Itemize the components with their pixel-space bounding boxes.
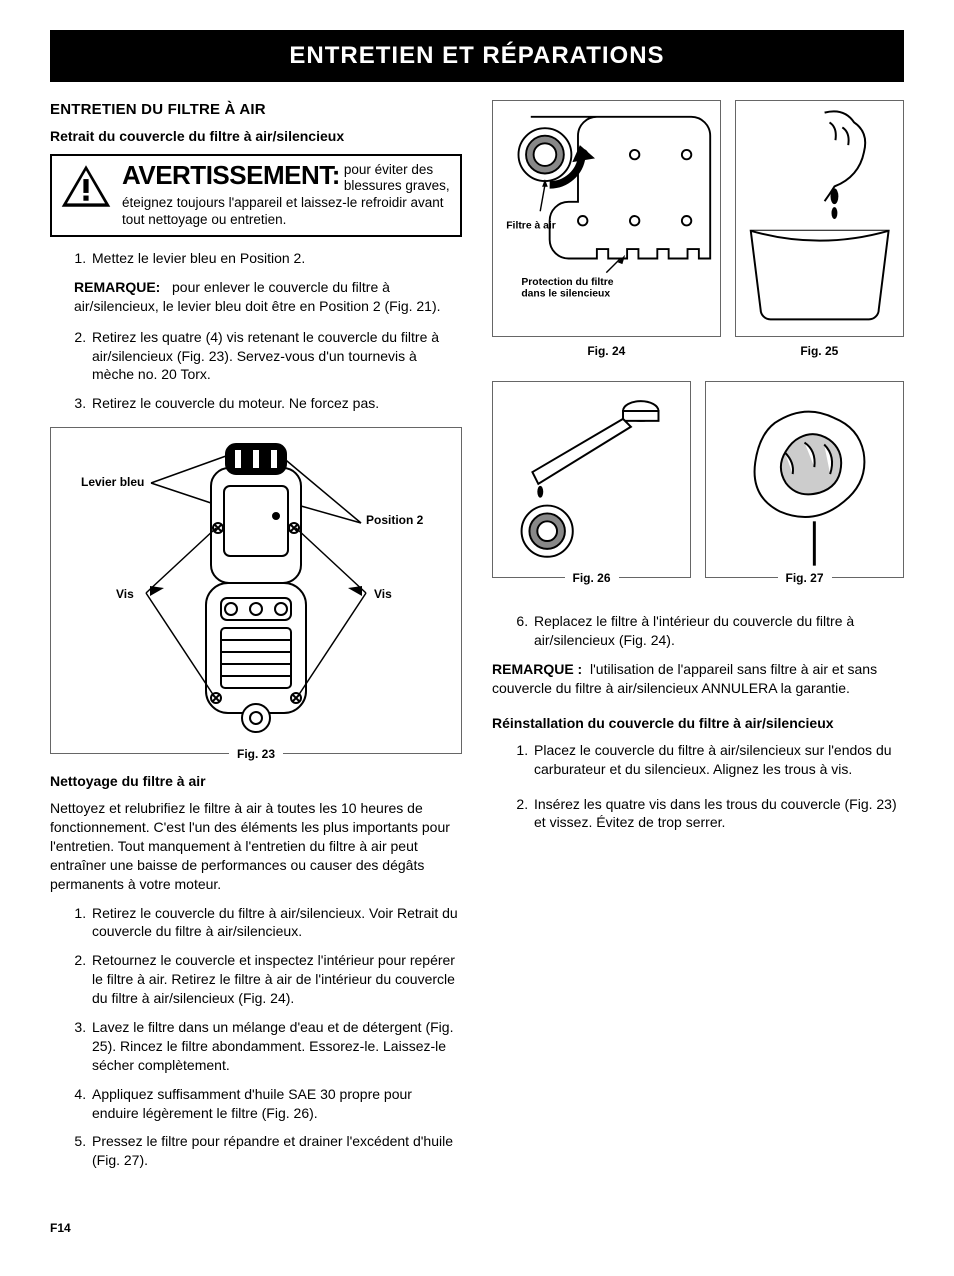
fig24-label-protection-1: Protection du filtre [521,277,613,288]
figure-26-svg [493,382,690,572]
subheading-reinstallation: Réinstallation du couvercle du filtre à … [492,714,904,733]
figure-23-caption: Fig. 23 [229,746,283,762]
right-column: Filtre à air Protection du filtre dans l… [492,100,904,1180]
subheading-retrait: Retrait du couvercle du filtre à air/sil… [50,127,462,146]
step-item: Retournez le couvercle et inspectez l'in… [90,951,462,1008]
remark-right: REMARQUE : l'utilisation de l'appareil s… [492,660,904,698]
page-footer: F14 [50,1220,904,1236]
two-column-layout: ENTRETIEN DU FILTRE À AIR Retrait du cou… [50,100,904,1180]
steps-retrait-cont: Retirez les quatre (4) vis retenant le c… [50,328,462,414]
figure-27-svg [706,382,903,572]
steps-reinstallation: Placez le couvercle du filtre à air/sile… [492,741,904,833]
step-item: Replacez le filtre à l'intérieur du couv… [532,612,904,650]
figure-27-caption: Fig. 27 [777,570,831,586]
figure-24-caption: Fig. 24 [492,343,721,359]
fig24-label-filtre: Filtre à air [506,221,556,232]
step-item: Pressez le filtre pour répandre et drain… [90,1132,462,1170]
figure-25-svg [736,101,903,331]
fig23-label-vis-l: Vis [116,587,134,601]
step-item: Retirez les quatre (4) vis retenant le c… [90,328,462,385]
remark-a: REMARQUE: pour enlever le couvercle du f… [50,278,462,316]
fig24-label-protection-2: dans le silencieux [521,289,610,300]
step-item: Placez le couvercle du filtre à air/sile… [532,741,904,779]
left-column: ENTRETIEN DU FILTRE À AIR Retrait du cou… [50,100,462,1180]
figure-23-svg: Levier bleu Position 2 Vis Vis [51,428,461,748]
warning-triangle-icon [60,162,112,210]
steps-retrait: Mettez le levier bleu en Position 2. [50,249,462,268]
figure-23: Levier bleu Position 2 Vis Vis Fig. 23 [50,427,462,754]
fig23-label-position2: Position 2 [366,513,424,527]
para-nettoyage: Nettoyez et relubrifiez le filtre à air … [50,799,462,893]
warning-box: AVERTISSEMENT: pour éviter des blessures… [50,154,462,238]
figure-24-25-row: Filtre à air Protection du filtre dans l… [492,100,904,359]
figure-27: Fig. 27 [705,381,904,578]
figure-24-svg: Filtre à air Protection du filtre dans l… [493,101,720,331]
figure-26-caption: Fig. 26 [564,570,618,586]
remark-label: REMARQUE: [74,279,160,295]
heading-entretien-filtre: ENTRETIEN DU FILTRE À AIR [50,100,462,120]
step-item: Appliquez suffisamment d'huile SAE 30 pr… [90,1085,462,1123]
step-item: Retirez le couvercle du moteur. Ne force… [90,394,462,413]
figure-24: Filtre à air Protection du filtre dans l… [492,100,721,359]
figure-26-27-row: Fig. 26 Fig. 27 [492,381,904,578]
steps-right-6: Replacez le filtre à l'intérieur du couv… [492,612,904,650]
warning-lead: AVERTISSEMENT: [122,162,340,188]
figure-26: Fig. 26 [492,381,691,578]
remark-label: REMARQUE : [492,661,582,677]
step-item: Mettez le levier bleu en Position 2. [90,249,462,268]
fig23-label-vis-r: Vis [374,587,392,601]
section-banner: ENTRETIEN ET RÉPARATIONS [50,30,904,82]
fig23-label-levier: Levier bleu [81,475,144,489]
figure-25: Fig. 25 [735,100,904,359]
step-item: Retirez le couvercle du filtre à air/sil… [90,904,462,942]
subheading-nettoyage: Nettoyage du filtre à air [50,772,462,791]
step-item: Insérez les quatre vis dans les trous du… [532,795,904,833]
figure-25-caption: Fig. 25 [735,343,904,359]
step-item: Lavez le filtre dans un mélange d'eau et… [90,1018,462,1075]
steps-nettoyage: Retirez le couvercle du filtre à air/sil… [50,904,462,1171]
warning-text: AVERTISSEMENT: pour éviter des blessures… [122,162,452,230]
